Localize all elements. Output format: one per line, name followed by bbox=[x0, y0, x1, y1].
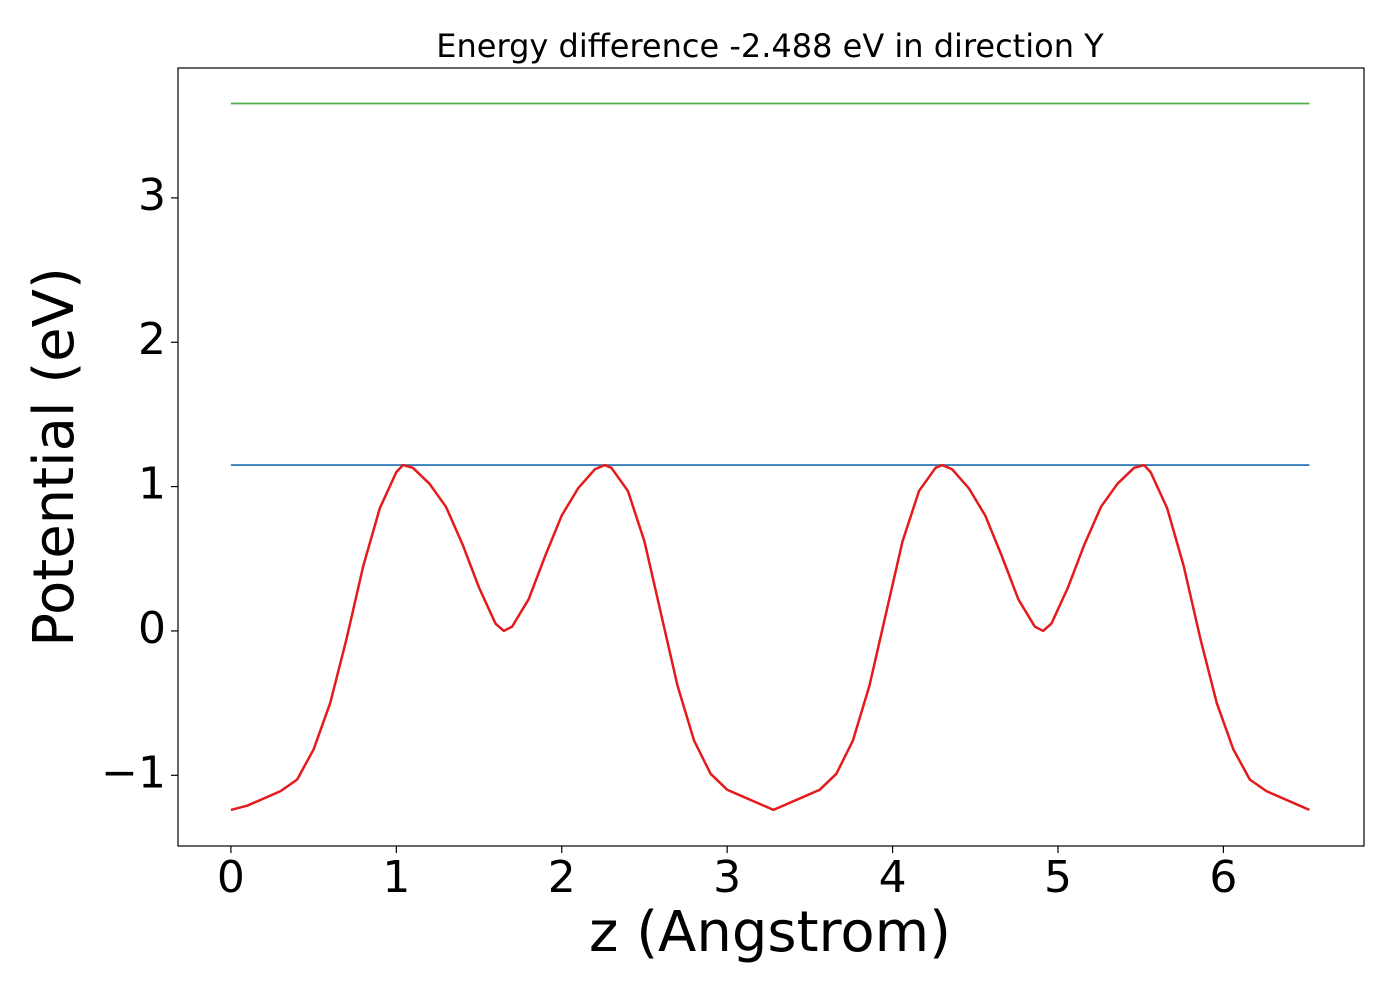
y-tick-label: −1 bbox=[101, 747, 166, 798]
x-tick-label: 2 bbox=[548, 852, 576, 903]
y-tick-label: 0 bbox=[138, 603, 166, 654]
y-tick-label: 2 bbox=[138, 314, 166, 365]
x-tick-label: 6 bbox=[1209, 852, 1237, 903]
x-tick-label: 5 bbox=[1044, 852, 1072, 903]
x-axis-label: z (Angstrom) bbox=[589, 900, 951, 965]
chart-title: Energy difference -2.488 eV in direction… bbox=[436, 27, 1104, 65]
x-tick-label: 1 bbox=[382, 852, 410, 903]
y-tick-label: 3 bbox=[138, 170, 166, 221]
plot-frame bbox=[177, 67, 1365, 847]
data-line bbox=[230, 463, 1310, 812]
x-tick-label: 4 bbox=[879, 852, 907, 903]
x-tick-label: 0 bbox=[217, 852, 245, 903]
y-axis-label: Potential (eV) bbox=[22, 267, 87, 647]
x-tick-label: 3 bbox=[713, 852, 741, 903]
y-tick-label: 1 bbox=[138, 459, 166, 510]
